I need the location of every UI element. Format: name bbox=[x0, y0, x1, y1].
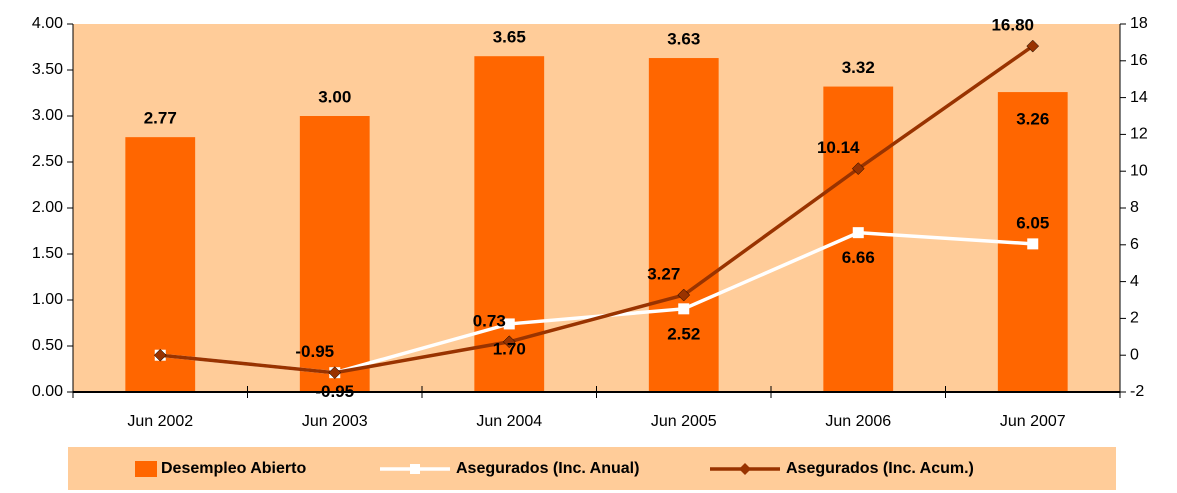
x-tick-label: Jun 2006 bbox=[825, 413, 891, 430]
x-tick-label: Jun 2005 bbox=[651, 413, 717, 430]
line bbox=[160, 44, 1034, 375]
y2-tick-label: 0 bbox=[1130, 346, 1139, 363]
data-label: 3.26 bbox=[1016, 110, 1049, 129]
data-label: 10.14 bbox=[817, 138, 860, 157]
y-tick-label: 1.00 bbox=[32, 291, 63, 308]
y-tick-label: 0.50 bbox=[32, 337, 63, 354]
marker bbox=[502, 335, 516, 349]
data-label: 3.27 bbox=[647, 265, 680, 284]
y2-tick-label: 8 bbox=[1130, 199, 1139, 216]
marker bbox=[678, 303, 690, 315]
marker bbox=[677, 288, 691, 302]
data-label: -0.95 bbox=[315, 382, 354, 401]
marker bbox=[1027, 238, 1039, 250]
marker bbox=[851, 162, 865, 175]
data-label: 2.52 bbox=[667, 324, 700, 343]
marker bbox=[852, 227, 864, 239]
bar bbox=[648, 58, 719, 392]
plot-area bbox=[73, 24, 1120, 392]
legend-label: Asegurados (Inc. Anual) bbox=[456, 460, 639, 477]
y2-tick-label: 14 bbox=[1130, 89, 1148, 106]
y-tick-label: 2.50 bbox=[32, 153, 63, 170]
y2-tick-label: 2 bbox=[1130, 310, 1139, 327]
bar bbox=[299, 116, 370, 392]
y2-tick-label: 4 bbox=[1130, 273, 1139, 290]
marker bbox=[328, 366, 342, 380]
data-label: 3.65 bbox=[493, 28, 526, 47]
x-tick-label: Jun 2004 bbox=[476, 413, 542, 430]
legend-marker bbox=[410, 464, 420, 474]
y2-tick-label: 10 bbox=[1130, 162, 1148, 179]
data-label: 0.73 bbox=[473, 311, 506, 330]
data-label: 1.70 bbox=[493, 339, 526, 358]
data-label: 16.80 bbox=[991, 16, 1034, 35]
data-label: -0.95 bbox=[295, 342, 334, 361]
y2-tick-label: 6 bbox=[1130, 236, 1139, 253]
x-tick-label: Jun 2007 bbox=[1000, 413, 1066, 430]
data-label: 3.63 bbox=[667, 30, 700, 49]
marker bbox=[1026, 39, 1040, 53]
x-tick-label: Jun 2003 bbox=[302, 413, 368, 430]
y-tick-label: 4.00 bbox=[32, 15, 63, 32]
y2-tick-label: -2 bbox=[1130, 383, 1144, 400]
x-tick-label: Jun 2002 bbox=[127, 413, 193, 430]
legend-marker bbox=[739, 463, 751, 475]
data-label: 2.77 bbox=[144, 109, 177, 128]
data-label: 6.05 bbox=[1016, 213, 1049, 232]
y-tick-label: 3.50 bbox=[32, 61, 63, 78]
y-tick-label: 2.00 bbox=[32, 199, 63, 216]
legend-label: Desempleo Abierto bbox=[161, 460, 306, 477]
y2-tick-label: 16 bbox=[1130, 52, 1148, 69]
data-label: 3.00 bbox=[318, 87, 351, 106]
y-tick-label: 3.00 bbox=[32, 107, 63, 124]
y2-tick-label: 18 bbox=[1130, 15, 1148, 32]
marker bbox=[503, 318, 515, 330]
data-label: 3.32 bbox=[842, 58, 875, 77]
bar bbox=[823, 86, 894, 392]
legend-label: Asegurados (Inc. Acum.) bbox=[786, 460, 974, 477]
marker bbox=[153, 348, 167, 362]
y2-tick-label: 12 bbox=[1130, 126, 1148, 143]
y-tick-label: 1.50 bbox=[32, 245, 63, 262]
y-tick-label: 0.00 bbox=[32, 383, 63, 400]
legend-swatch bbox=[135, 461, 157, 477]
data-label: 6.66 bbox=[842, 248, 875, 267]
legend-box bbox=[68, 447, 1116, 490]
